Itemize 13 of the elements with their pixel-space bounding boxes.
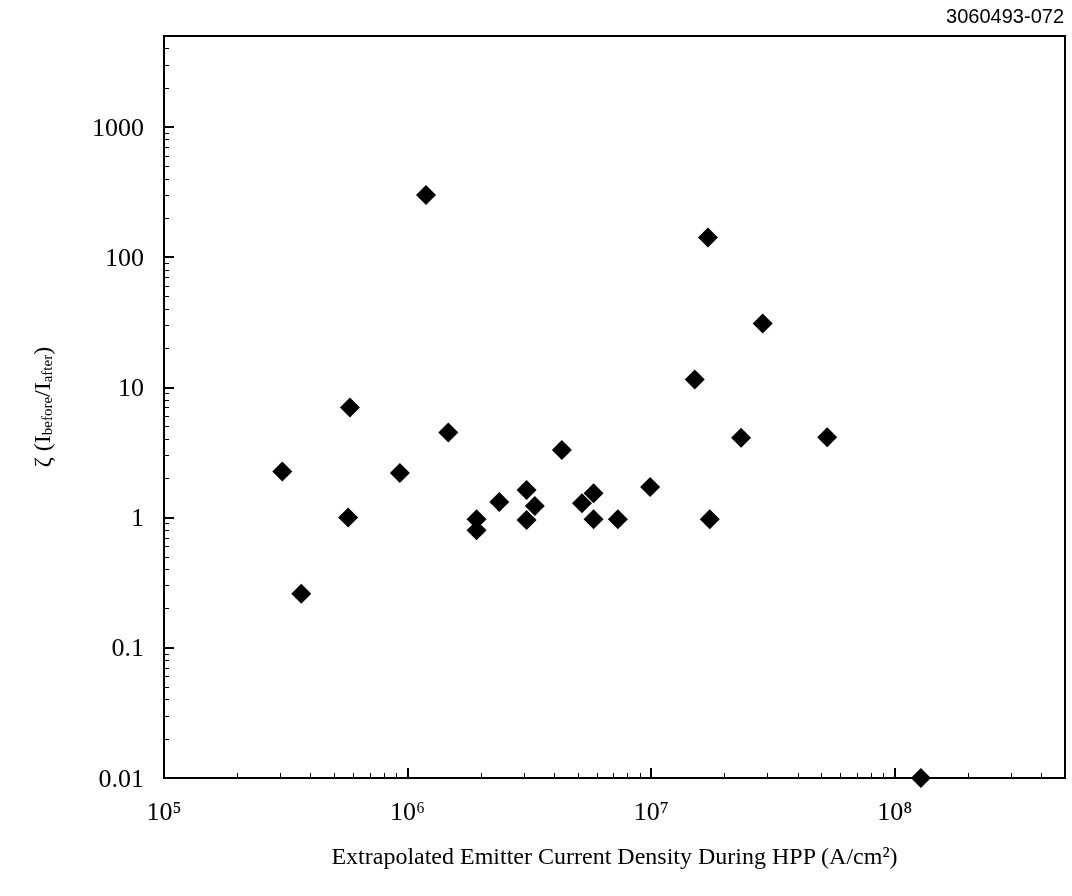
- y-tick-label: 0.01: [98, 763, 144, 793]
- y-tick-label: 10: [118, 372, 144, 402]
- text: 3060493-072: [946, 5, 1064, 27]
- y-tick-label: 0.1: [111, 633, 144, 663]
- y-tick-label: 1000: [92, 112, 144, 142]
- x-tick-label: 10⁵: [146, 796, 182, 826]
- x-axis-title: Extrapolated Emitter Current Density During HPP (A/cm²): [331, 843, 898, 869]
- x-tick-label: 10⁶: [390, 796, 426, 826]
- y-axis-title: ζ (Ibefore/Iafter): [28, 346, 55, 468]
- x-tick-label: 10⁸: [877, 796, 913, 826]
- y-tick-label: 100: [105, 242, 144, 272]
- x-tick-label: 10⁷: [633, 796, 669, 826]
- y-tick-label: 1: [131, 503, 144, 533]
